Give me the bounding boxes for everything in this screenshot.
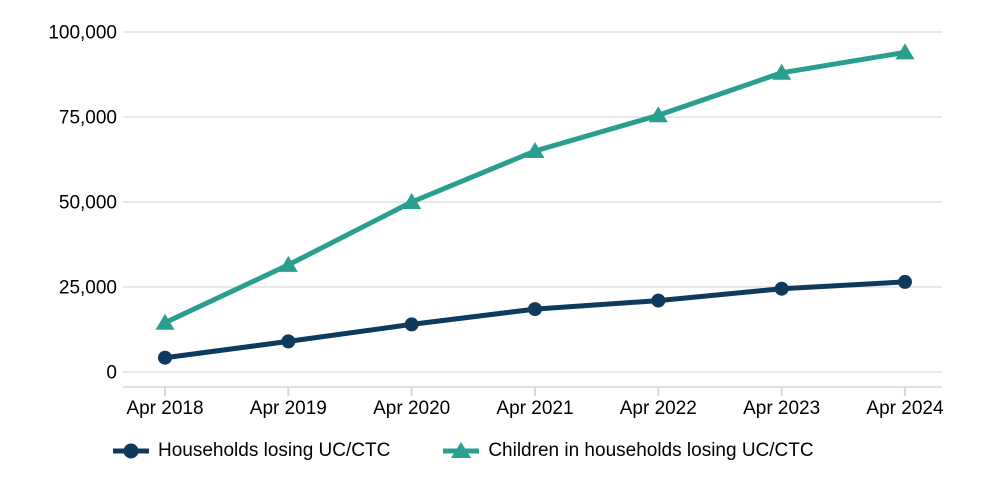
series-line-circle — [162, 279, 908, 361]
x-tick-label: Apr 2023 — [743, 398, 820, 419]
legend-item-children: Children in households losing UC/CTC — [442, 440, 814, 462]
x-tick-label: Apr 2022 — [620, 398, 697, 419]
data-point-triangle — [895, 43, 915, 60]
y-tick-label: 100,000 — [48, 23, 117, 44]
data-point-circle — [651, 293, 666, 308]
data-point-triangle — [278, 255, 298, 272]
children-triangle-marker-icon — [443, 442, 480, 458]
y-tick-label: 75,000 — [59, 108, 117, 129]
x-tick-label: Apr 2019 — [250, 398, 327, 419]
data-point-circle — [404, 317, 419, 332]
data-point-circle — [897, 274, 912, 289]
households-line-marker-icon — [113, 443, 149, 459]
legend-item-households: Households losing UC/CTC — [112, 440, 390, 462]
x-tick-label: Apr 2021 — [496, 398, 573, 419]
series-line-triangle — [162, 49, 908, 326]
data-point-triangle — [772, 63, 792, 80]
data-point-circle — [774, 281, 789, 296]
data-point-triangle — [648, 106, 668, 123]
data-point-circle — [527, 302, 542, 317]
legend-label-households: Households losing UC/CTC — [158, 440, 391, 461]
data-point-circle — [281, 334, 296, 349]
x-tick-label: Apr 2020 — [373, 398, 450, 419]
legend-label-children: Children in households losing UC/CTC — [488, 440, 814, 461]
y-tick-label: 50,000 — [59, 193, 117, 214]
y-tick-label: 25,000 — [59, 278, 117, 299]
data-point-circle — [158, 350, 172, 365]
x-tick-label: Apr 2024 — [866, 398, 944, 419]
y-tick-label: 0 — [106, 363, 117, 384]
data-point-triangle — [525, 142, 545, 158]
data-point-triangle — [155, 313, 175, 330]
data-point-triangle — [402, 193, 422, 209]
x-tick-label: Apr 2018 — [126, 398, 203, 419]
chart-legend: Households losing UC/CTC Children in hou… — [112, 440, 814, 462]
